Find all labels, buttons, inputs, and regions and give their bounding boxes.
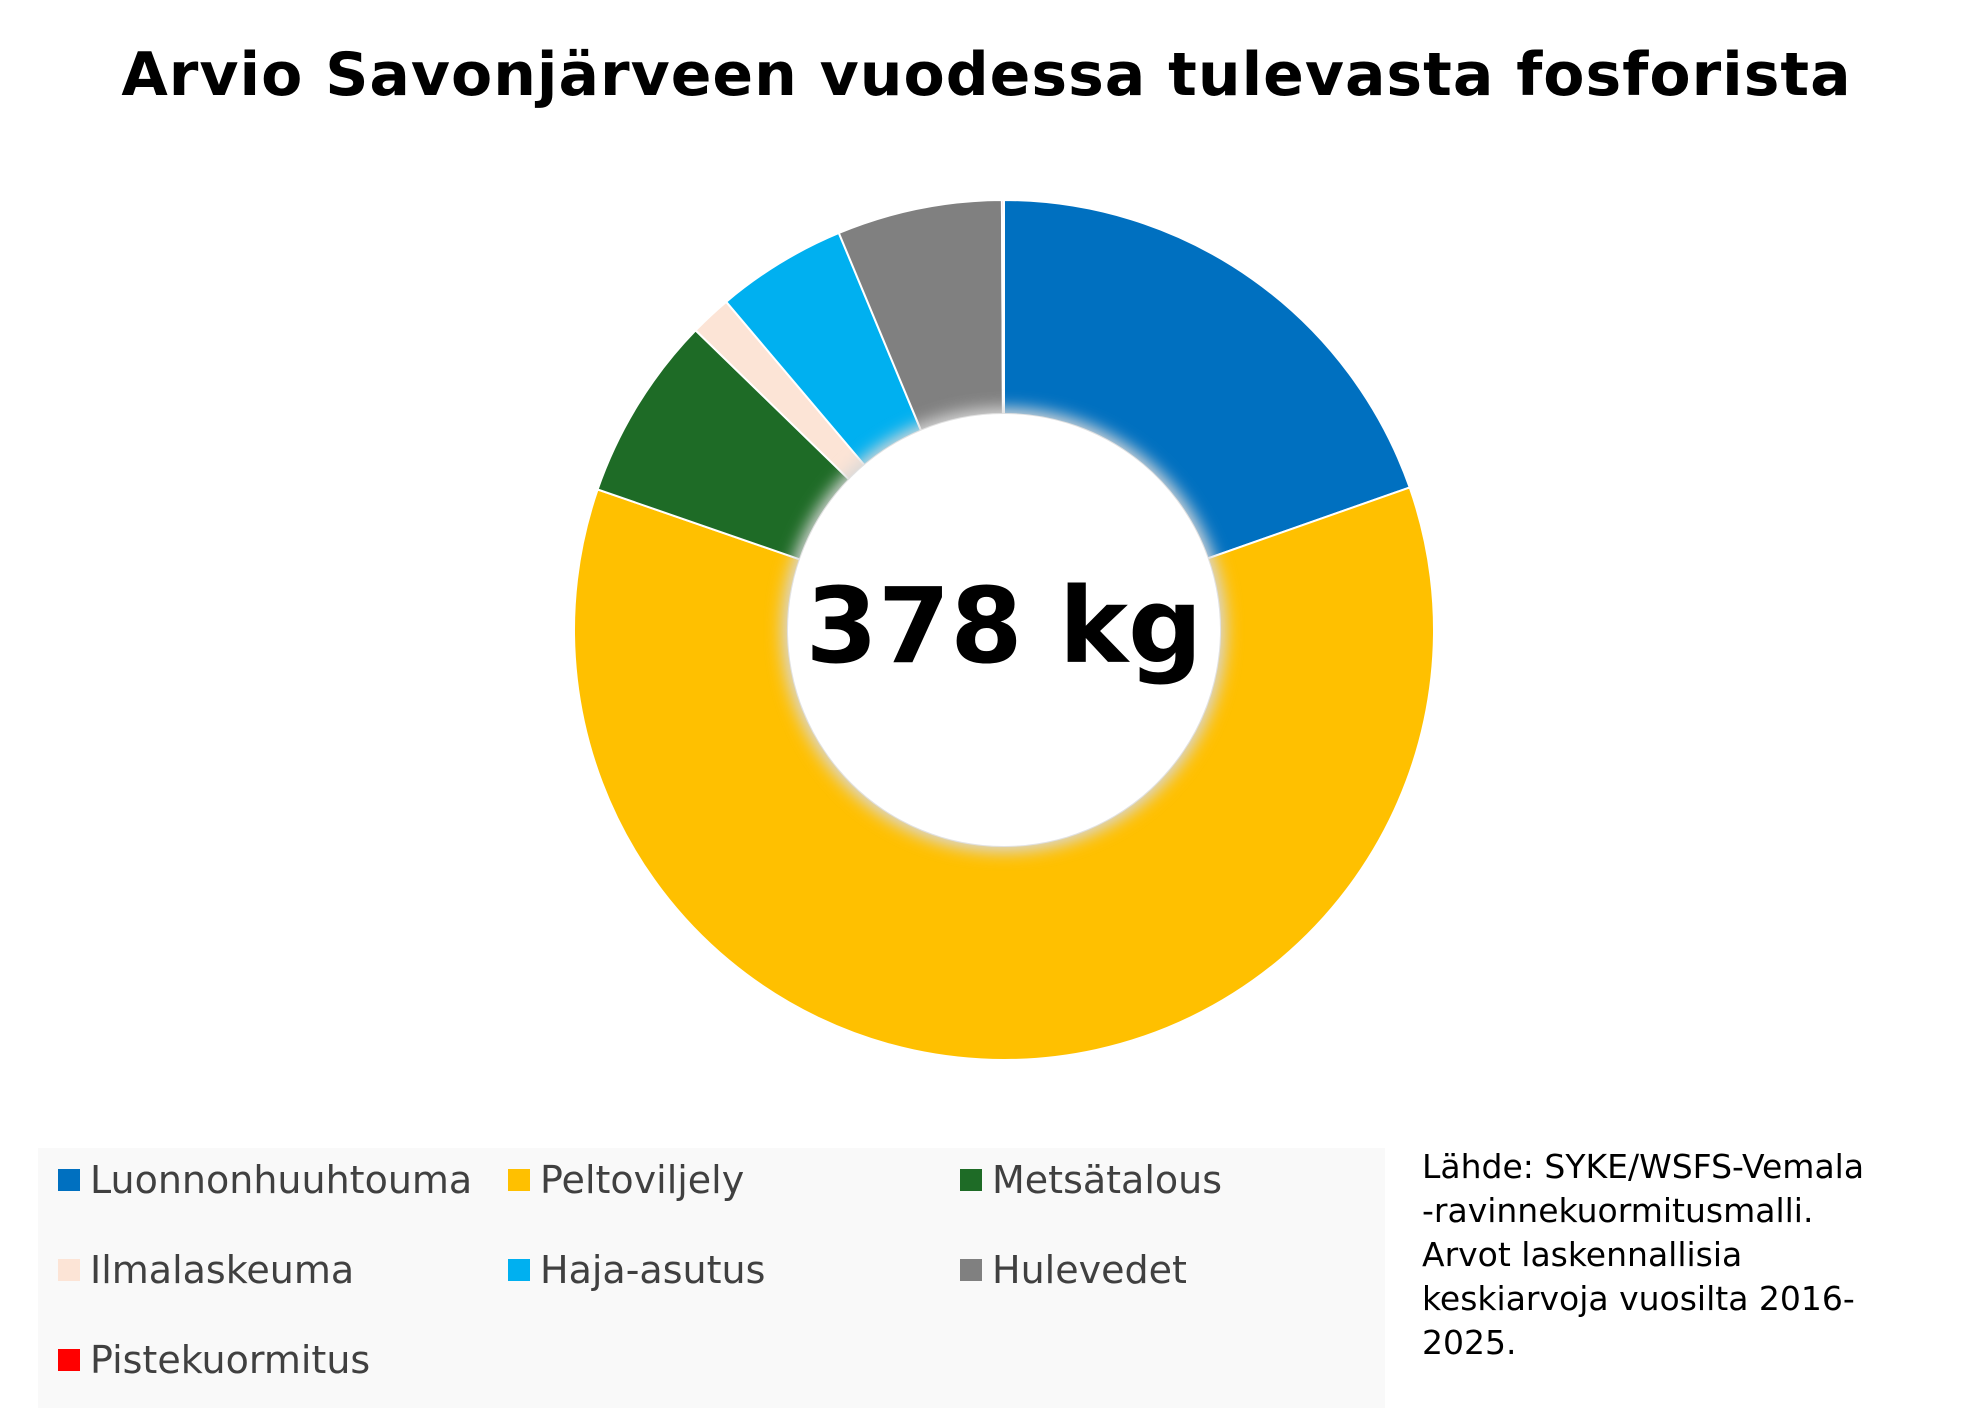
legend-label: Luonnonhuuhtouma — [90, 1158, 473, 1202]
source-note: Lähde: SYKE/WSFS-Vemala -ravinnekuormitu… — [1422, 1145, 1942, 1365]
legend-item: Hulevedet — [960, 1240, 1187, 1300]
donut-hole — [788, 414, 1220, 846]
source-note-line: keskiarvoja vuosilta 2016- — [1422, 1279, 1855, 1318]
legend-item: Peltoviljely — [508, 1150, 744, 1210]
legend-label: Pistekuormitus — [90, 1338, 371, 1382]
legend-swatch — [508, 1169, 530, 1191]
legend-item: Ilmalaskeuma — [58, 1240, 354, 1300]
legend-item: Luonnonhuuhtouma — [58, 1150, 472, 1210]
legend-item: Pistekuormitus — [58, 1330, 370, 1390]
legend-label: Peltoviljely — [540, 1158, 745, 1202]
chart-title: Arvio Savonjärveen vuodessa tulevasta fo… — [121, 40, 1852, 110]
legend-swatch — [58, 1259, 80, 1281]
source-note-line: Lähde: SYKE/WSFS-Vemala — [1422, 1147, 1865, 1186]
legend-item: Haja-asutus — [508, 1240, 765, 1300]
legend: Luonnonhuuhtouma Peltoviljely Metsätalou… — [38, 1148, 1385, 1408]
source-note-line: Arvot laskennallisia — [1422, 1235, 1743, 1274]
legend-label: Hulevedet — [992, 1248, 1187, 1292]
legend-swatch — [508, 1259, 530, 1281]
legend-item: Metsätalous — [960, 1150, 1222, 1210]
donut-slices — [573, 198, 1435, 1061]
center-total-label: 378 kg — [806, 565, 1203, 687]
legend-swatch — [58, 1349, 80, 1371]
donut-chart: 378 kg — [573, 198, 1435, 1061]
donut-slice-pistekuormitus — [1000, 198, 1005, 416]
legend-label: Haja-asutus — [540, 1248, 766, 1292]
source-note-line: -ravinnekuormitusmalli. — [1422, 1191, 1814, 1230]
legend-swatch — [58, 1169, 80, 1191]
legend-label: Ilmalaskeuma — [90, 1248, 355, 1292]
legend-swatch — [960, 1259, 982, 1281]
source-note-line: 2025. — [1422, 1323, 1517, 1362]
legend-swatch — [960, 1169, 982, 1191]
legend-label: Metsätalous — [992, 1158, 1223, 1202]
